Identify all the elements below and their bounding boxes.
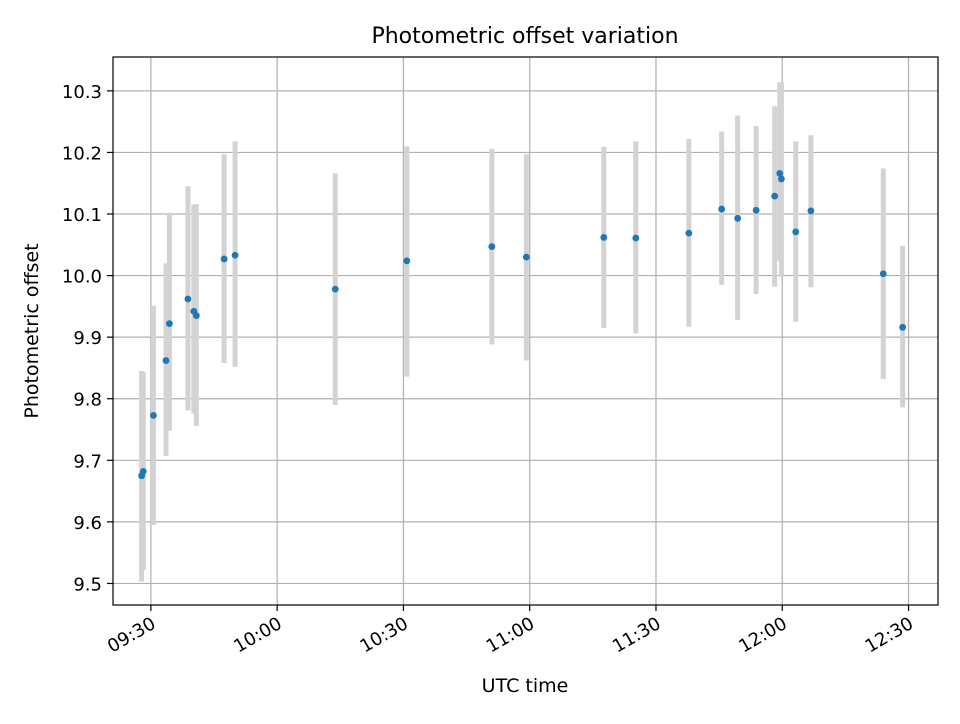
data-point	[899, 323, 907, 331]
x-axis-label: UTC time	[482, 675, 569, 697]
data-point	[734, 214, 742, 222]
data-point	[807, 207, 815, 215]
y-tick-label: 9.8	[73, 390, 102, 411]
y-tick-label: 9.7	[73, 451, 102, 472]
data-point	[139, 467, 147, 475]
data-point	[600, 234, 608, 241]
data-point	[778, 175, 785, 183]
plot-frame	[112, 56, 939, 606]
data-point	[879, 270, 887, 278]
data-point	[632, 234, 640, 242]
data-point	[718, 205, 726, 213]
chart-title: Photometric offset variation	[371, 24, 678, 49]
data-point	[771, 192, 779, 200]
data-point	[192, 312, 200, 320]
data-point	[231, 251, 239, 259]
y-tick-label: 10.2	[62, 143, 102, 164]
data-point	[776, 169, 784, 177]
y-tick-label: 9.5	[73, 574, 102, 595]
data-point	[752, 206, 760, 214]
y-tick-label: 10.1	[62, 205, 102, 226]
data-point	[685, 229, 693, 237]
data-point	[488, 243, 496, 251]
data-point	[522, 253, 530, 261]
data-point	[403, 257, 411, 265]
data-point	[220, 255, 228, 263]
data-point	[150, 411, 157, 419]
y-axis-label: Photometric offset	[21, 243, 43, 418]
y-tick-label: 9.9	[73, 328, 102, 349]
data-point	[184, 295, 192, 303]
data-point	[792, 228, 800, 236]
data-points	[138, 169, 907, 480]
data-point	[166, 320, 173, 328]
data-point	[162, 357, 170, 364]
data-point	[331, 285, 339, 293]
y-tick-label: 9.6	[73, 513, 102, 534]
y-tick-label: 10.3	[62, 82, 102, 103]
y-tick-label: 10.0	[62, 267, 102, 288]
